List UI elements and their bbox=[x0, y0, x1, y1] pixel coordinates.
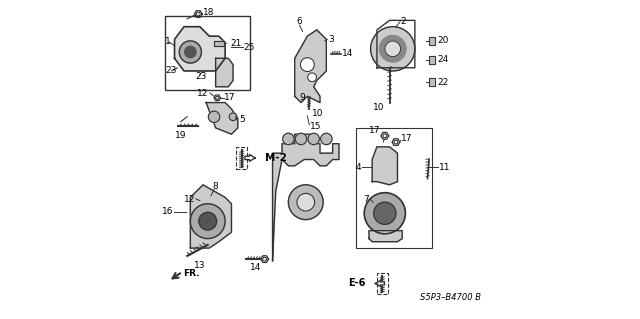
Text: 8: 8 bbox=[212, 182, 218, 191]
Polygon shape bbox=[214, 41, 223, 46]
Circle shape bbox=[190, 204, 225, 239]
Circle shape bbox=[179, 41, 202, 63]
Text: 12: 12 bbox=[184, 195, 195, 204]
Circle shape bbox=[308, 133, 319, 145]
Text: 13: 13 bbox=[194, 261, 205, 270]
Text: 7: 7 bbox=[364, 195, 369, 204]
Text: 23: 23 bbox=[165, 66, 177, 76]
Polygon shape bbox=[273, 134, 339, 261]
Text: 10: 10 bbox=[373, 103, 385, 112]
Polygon shape bbox=[216, 58, 233, 87]
Polygon shape bbox=[429, 56, 435, 64]
Circle shape bbox=[394, 140, 398, 144]
Circle shape bbox=[371, 27, 415, 71]
Text: 22: 22 bbox=[437, 78, 448, 86]
Polygon shape bbox=[175, 27, 225, 71]
Text: 6: 6 bbox=[296, 18, 302, 26]
Text: 14: 14 bbox=[342, 49, 353, 58]
Circle shape bbox=[199, 212, 216, 230]
Text: 20: 20 bbox=[437, 36, 449, 45]
Text: 17: 17 bbox=[401, 134, 412, 144]
Polygon shape bbox=[294, 30, 326, 103]
Text: 14: 14 bbox=[250, 263, 261, 272]
Text: 17: 17 bbox=[223, 93, 235, 102]
Circle shape bbox=[289, 185, 323, 219]
Text: 19: 19 bbox=[175, 131, 187, 140]
Text: 24: 24 bbox=[437, 56, 448, 64]
Text: 2: 2 bbox=[401, 18, 406, 26]
Circle shape bbox=[283, 133, 294, 145]
Text: 4: 4 bbox=[355, 163, 361, 172]
Circle shape bbox=[374, 202, 396, 224]
Polygon shape bbox=[369, 231, 402, 242]
Text: 18: 18 bbox=[203, 8, 214, 17]
Text: 15: 15 bbox=[310, 122, 321, 131]
Text: 25: 25 bbox=[243, 43, 255, 52]
Polygon shape bbox=[245, 154, 255, 161]
Circle shape bbox=[297, 193, 315, 211]
Circle shape bbox=[383, 134, 387, 138]
Polygon shape bbox=[190, 185, 232, 248]
Circle shape bbox=[209, 111, 220, 122]
Circle shape bbox=[385, 41, 401, 57]
Circle shape bbox=[229, 113, 237, 121]
Circle shape bbox=[295, 133, 307, 145]
Polygon shape bbox=[206, 103, 238, 134]
Text: 23: 23 bbox=[195, 72, 207, 81]
Text: 17: 17 bbox=[369, 126, 380, 135]
Text: 10: 10 bbox=[312, 109, 324, 118]
Circle shape bbox=[196, 12, 200, 16]
Text: M-2: M-2 bbox=[265, 153, 287, 163]
Text: 12: 12 bbox=[197, 89, 209, 98]
Circle shape bbox=[380, 35, 406, 62]
Polygon shape bbox=[429, 37, 435, 45]
Text: 5: 5 bbox=[239, 115, 245, 124]
Circle shape bbox=[321, 133, 332, 145]
Text: S5P3–B4700 B: S5P3–B4700 B bbox=[420, 293, 481, 301]
Polygon shape bbox=[375, 280, 385, 286]
Circle shape bbox=[216, 96, 219, 100]
Text: 11: 11 bbox=[438, 163, 450, 172]
Text: 9: 9 bbox=[299, 93, 305, 102]
Text: FR.: FR. bbox=[184, 269, 200, 278]
Circle shape bbox=[364, 193, 405, 234]
Circle shape bbox=[300, 58, 314, 71]
Text: 3: 3 bbox=[328, 35, 333, 44]
Text: 1: 1 bbox=[165, 37, 171, 46]
Circle shape bbox=[185, 46, 196, 58]
Text: 21: 21 bbox=[231, 39, 242, 48]
Circle shape bbox=[263, 257, 266, 261]
Circle shape bbox=[308, 73, 317, 82]
Text: 16: 16 bbox=[161, 207, 173, 216]
Text: E-6: E-6 bbox=[348, 278, 366, 288]
Polygon shape bbox=[372, 147, 397, 185]
Polygon shape bbox=[429, 78, 435, 86]
